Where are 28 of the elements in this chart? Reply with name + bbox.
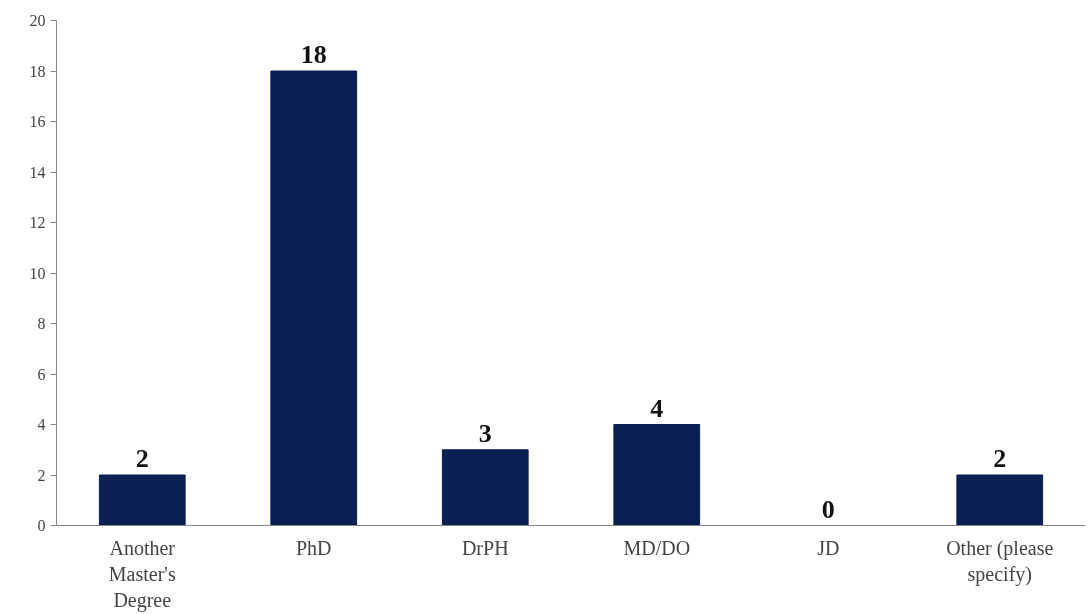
data-label: 18 (300, 40, 327, 69)
y-tick-label: 8 (37, 315, 46, 332)
data-label: 3 (478, 418, 492, 448)
bar (956, 474, 1044, 526)
y-tick-label: 10 (29, 264, 46, 282)
data-label: 2 (993, 444, 1007, 473)
bar (98, 474, 186, 526)
y-tick-label: 14 (29, 163, 46, 181)
y-tick-label: 18 (29, 62, 46, 80)
data-label: 0 (821, 494, 835, 524)
x-tick-label: MD/DO (623, 536, 691, 559)
y-tick-label: 20 (29, 12, 46, 29)
y-tick-label: 2 (37, 466, 46, 484)
bar (613, 424, 701, 526)
x-tick-label: DrPH (461, 536, 509, 559)
y-tick-label: 12 (29, 214, 46, 231)
y-tick-label: 6 (37, 365, 46, 383)
y-tick-label: 16 (29, 113, 46, 130)
x-tick-label: JD (817, 536, 840, 559)
x-tick-label: Other (please specify) (946, 536, 1054, 586)
x-tick-label: Another Master's Degree (108, 536, 176, 613)
y-tick-label: 0 (37, 517, 46, 534)
x-tick-label: PhD (295, 536, 332, 559)
bar (441, 449, 529, 526)
bar (270, 70, 358, 526)
y-tick-label: 4 (37, 416, 46, 433)
data-label: 2 (135, 444, 149, 473)
data-label: 4 (650, 393, 664, 423)
